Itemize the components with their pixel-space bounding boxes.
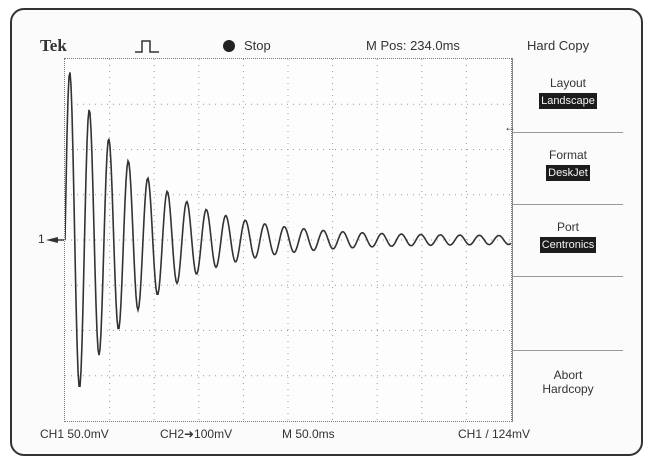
layout-menu-button[interactable]: Layout Landscape [513, 76, 623, 109]
acquisition-status: Stop [244, 38, 271, 53]
layout-label: Layout [549, 76, 587, 90]
ch1-ground-marker: 1 [38, 232, 45, 246]
port-label: Port [556, 220, 579, 234]
menu-selection-arrow-icon: ← [504, 120, 516, 134]
abort-label-line1: Abort [553, 368, 583, 382]
empty-menu-button[interactable] [513, 282, 623, 348]
ch2-scale-readout: CH2➜100mV [160, 427, 233, 441]
abort-label-line2: Hardcopy [542, 382, 594, 396]
ch1-scale-readout: CH1 50.0mV [40, 427, 109, 441]
trigger-readout: CH1 / 124mV [458, 427, 531, 441]
timebase-readout: M 50.0ms [282, 427, 335, 441]
stop-indicator-icon [223, 40, 235, 52]
port-value: Centronics [539, 237, 597, 253]
ch1-waveform-trace [64, 72, 512, 387]
hardcopy-side-menu: Layout Landscape Format DeskJet Port Cen… [512, 58, 623, 422]
format-label: Format [548, 148, 587, 162]
format-value: DeskJet [546, 165, 590, 181]
port-menu-button[interactable]: Port Centronics [513, 220, 623, 253]
waveform-display [64, 58, 512, 422]
format-menu-button[interactable]: Format DeskJet [513, 148, 623, 181]
menu-divider [513, 350, 623, 351]
graticule-grid [65, 59, 511, 421]
layout-value: Landscape [539, 93, 597, 109]
menu-divider [513, 204, 623, 205]
abort-hardcopy-button[interactable]: Abort Hardcopy [513, 368, 623, 396]
ground-arrow-icon [46, 237, 64, 243]
main-position-readout: M Pos: 234.0ms [366, 38, 460, 53]
waveform-graticule [64, 59, 512, 421]
menu-divider [513, 276, 623, 277]
menu-divider [513, 132, 623, 133]
menu-title: Hard Copy [527, 38, 590, 53]
trigger-pulse-icon [135, 40, 159, 53]
brand-logo: Tek [40, 36, 67, 55]
